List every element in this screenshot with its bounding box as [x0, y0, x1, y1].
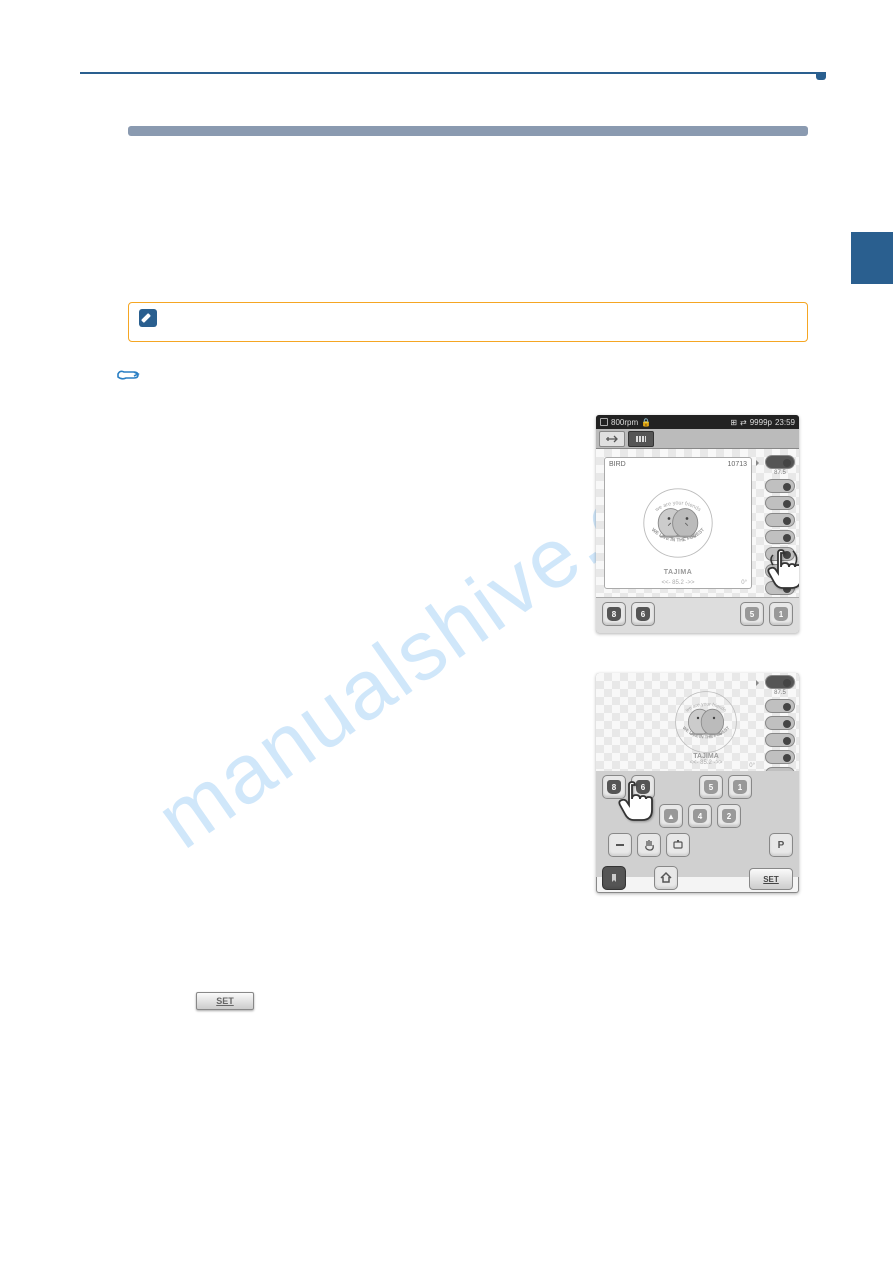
palette-item-8[interactable]	[765, 581, 795, 595]
status-bar: 800rpm 🔒 ⊞ ⇄ 9999p 23:59	[596, 415, 799, 429]
keypad-row-1: 8 6 5 1	[602, 775, 793, 799]
minus-button[interactable]	[608, 833, 632, 857]
design-artwork-2: we are your friends WE LIVE IN THE FORES…	[666, 678, 746, 758]
color-palette: 87.5	[765, 455, 795, 595]
side-tab	[851, 232, 893, 284]
needle-key-8[interactable]: 8	[602, 775, 626, 799]
palette-height-label: 87.5	[765, 470, 795, 476]
dimensions-label: <<- 85.2 ->>	[661, 580, 694, 586]
palette-item-1[interactable]	[765, 455, 795, 469]
palette-item-6[interactable]	[765, 547, 795, 561]
reference-pointer	[116, 364, 140, 384]
pencil-icon	[139, 309, 157, 327]
set-button-inline[interactable]: SET	[196, 992, 254, 1010]
needle-button-row: 8 6 5 1	[596, 597, 799, 633]
rotation-label-2: 0°	[749, 763, 755, 769]
usb-status-icon: ⇄	[740, 418, 747, 427]
design-canvas: BIRD 10713 we are your friends WE LIVE I…	[596, 449, 799, 597]
needle-key-1[interactable]: 1	[728, 775, 752, 799]
note-callout	[128, 302, 808, 342]
brand-label: TAJIMA	[664, 569, 693, 576]
pointing-hand-icon	[116, 364, 140, 384]
needle-button-6[interactable]: 6	[631, 602, 655, 626]
needle-key-4[interactable]: 4	[688, 804, 712, 828]
screen-button[interactable]	[666, 833, 690, 857]
device-screen-step1: 800rpm 🔒 ⊞ ⇄ 9999p 23:59 BIRD 10713	[596, 415, 799, 633]
design-id-label: 10713	[728, 461, 747, 468]
design-name-label: BIRD	[609, 461, 626, 468]
note-header	[129, 303, 807, 333]
needle-key-2[interactable]: 2	[717, 804, 741, 828]
palette-item-7[interactable]	[765, 564, 795, 578]
palette-item-5[interactable]	[765, 530, 795, 544]
needle-keypad: 8 6 5 1 ▲ 4 2 P	[596, 771, 799, 877]
stop-hand-button[interactable]	[637, 833, 661, 857]
palette-item-4[interactable]	[765, 513, 795, 527]
needle-button-8[interactable]: 8	[602, 602, 626, 626]
palette-height-label-2: 87.5	[765, 690, 795, 696]
design-preview[interactable]: BIRD 10713 we are your friends WE LIVE I…	[604, 457, 752, 589]
top-toolbar	[596, 429, 799, 449]
needle-button-1[interactable]: 1	[769, 602, 793, 626]
set-button[interactable]: SET	[749, 868, 793, 890]
palette-item[interactable]	[765, 733, 795, 747]
usb-tab[interactable]	[599, 431, 625, 447]
palette-item-2[interactable]	[765, 479, 795, 493]
clock-label: 23:59	[775, 418, 795, 427]
note-body	[129, 333, 807, 341]
needle-key-5[interactable]: 5	[699, 775, 723, 799]
palette-item[interactable]	[765, 716, 795, 730]
p-button[interactable]: P	[769, 833, 793, 857]
header-divider	[80, 72, 826, 74]
needle-button-5[interactable]: 5	[740, 602, 764, 626]
keypad-nav-row: SET	[602, 862, 793, 890]
rpm-label: 800rpm	[611, 418, 638, 427]
needle-key-blank[interactable]: ▲	[659, 804, 683, 828]
color-palette-2: 87.5	[765, 675, 795, 781]
dimensions-label-2: <<- 85.2 ->>	[666, 760, 746, 766]
status-icon	[600, 418, 608, 426]
step-3-set-button: SET	[196, 992, 254, 1010]
device-screenshots: 800rpm 🔒 ⊞ ⇄ 9999p 23:59 BIRD 10713	[596, 415, 799, 893]
palette-item[interactable]	[765, 750, 795, 764]
keypad-row-3: P	[602, 833, 793, 857]
device-screen-step2: we are your friends WE LIVE IN THE FORES…	[596, 673, 799, 893]
stitch-count: 9999p	[750, 418, 772, 427]
needle-key-6[interactable]: 6	[631, 775, 655, 799]
rotation-label: 0°	[741, 580, 747, 586]
lock-icon: 🔒	[641, 418, 651, 427]
network-icon: ⊞	[730, 418, 737, 427]
design-canvas-2: we are your friends WE LIVE IN THE FORES…	[596, 673, 799, 771]
keypad-row-2: ▲ 4 2	[602, 804, 793, 828]
marker-button[interactable]	[602, 866, 626, 890]
design-artwork: we are your friends WE LIVE IN THE FORES…	[633, 474, 723, 564]
palette-item-3[interactable]	[765, 496, 795, 510]
home-button[interactable]	[654, 866, 678, 890]
palette-item[interactable]	[765, 675, 795, 689]
section-title-bar	[128, 126, 808, 136]
palette-item[interactable]	[765, 699, 795, 713]
pattern-tab[interactable]	[628, 431, 654, 447]
